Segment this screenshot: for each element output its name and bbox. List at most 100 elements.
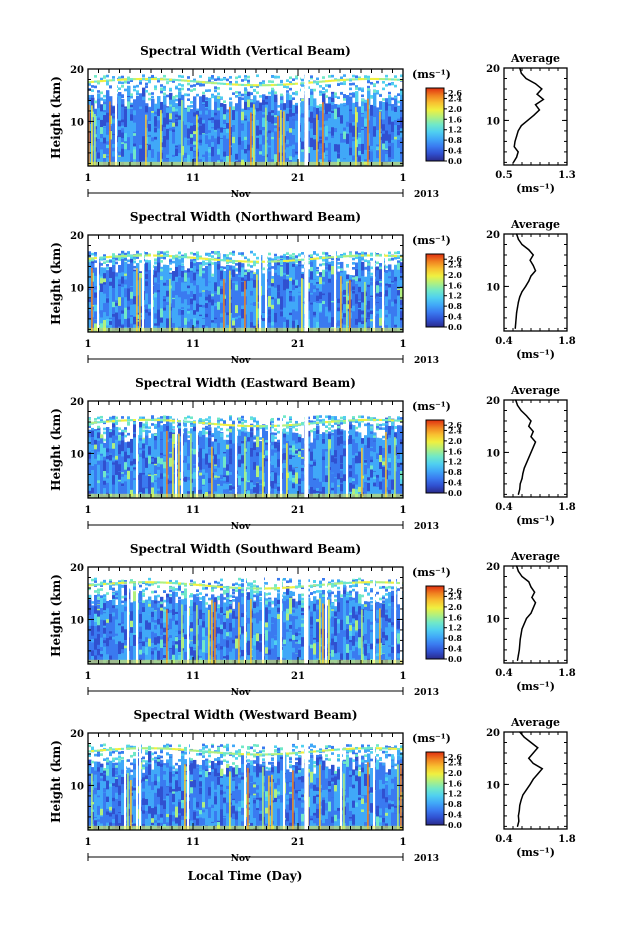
heatmap-cell <box>271 89 275 99</box>
heatmap-cell <box>274 256 277 260</box>
heatmap-streak <box>280 110 282 166</box>
heatmap-cell <box>127 419 131 422</box>
heatmap-cell <box>229 97 232 101</box>
heatmap-cell <box>280 100 283 103</box>
heatmap-cell <box>355 87 358 90</box>
heatmap-cell <box>238 261 242 273</box>
heatmap-cell <box>367 451 371 461</box>
heatmap-cell <box>379 423 382 427</box>
heatmap-cell <box>319 136 323 139</box>
heatmap-cell <box>112 119 116 126</box>
heatmap-cell <box>322 310 326 321</box>
heatmap-cell <box>214 319 218 324</box>
colorbar-tick-label: 2.6 <box>448 88 462 98</box>
heatmap-cell <box>214 119 218 124</box>
heatmap-cell <box>343 252 346 256</box>
heatmap-cell <box>214 78 217 82</box>
heatmap-cell <box>322 421 326 424</box>
heatmap-cell <box>190 256 194 259</box>
heatmap-cell <box>103 447 107 457</box>
heatmap-streak <box>172 441 174 498</box>
heatmap-cell <box>172 307 176 316</box>
heatmap-cell <box>223 421 226 424</box>
average-point <box>519 67 521 69</box>
heatmap-cell <box>388 254 392 257</box>
heatmap-cell <box>337 79 341 82</box>
heatmap-cell <box>133 256 136 259</box>
heatmap-cell <box>370 266 373 270</box>
heatmap-cell <box>319 154 323 162</box>
average-x-tick-label: 1.8 <box>558 336 575 347</box>
heatmap-cell <box>313 428 316 431</box>
heatmap-cell <box>163 74 166 78</box>
heatmap-cell <box>103 267 107 332</box>
heatmap-cell <box>202 449 206 459</box>
heatmap-cell <box>226 139 230 149</box>
heatmap-cell <box>250 459 254 463</box>
heatmap-cell <box>109 85 112 88</box>
heatmap-cell <box>91 263 95 269</box>
heatmap-cell <box>187 154 191 163</box>
heatmap-cell <box>310 266 314 272</box>
heatmap-cell <box>157 290 161 293</box>
heatmap-cell <box>241 309 245 319</box>
average-point <box>521 291 523 293</box>
heatmap-cell <box>187 420 191 423</box>
heatmap-cell <box>154 313 158 319</box>
heatmap-cell <box>322 456 326 461</box>
heatmap-cell <box>151 464 155 473</box>
heatmap-cell <box>244 98 248 102</box>
heatmap-cell <box>313 152 317 156</box>
average-point <box>513 146 515 148</box>
heatmap-cell <box>220 474 224 480</box>
heatmap-cell <box>166 107 170 113</box>
heatmap-cell <box>103 282 107 294</box>
heatmap-cell <box>367 312 371 318</box>
heatmap-cell <box>121 276 125 284</box>
heatmap-cell <box>334 465 338 477</box>
heatmap-cell <box>193 80 197 83</box>
heatmap-cell <box>388 105 392 117</box>
heatmap-cell <box>226 423 230 427</box>
heatmap-cell <box>361 257 364 261</box>
heatmap-cell <box>385 254 389 257</box>
heatmap-cell <box>310 294 314 301</box>
heatmap-cell <box>289 97 293 109</box>
heatmap-cell <box>172 113 176 125</box>
heatmap-cell <box>313 139 317 151</box>
heatmap-cell <box>91 97 95 109</box>
heatmap-cell <box>352 267 355 270</box>
heatmap-cell <box>112 147 116 152</box>
heatmap-cell <box>187 139 191 146</box>
heatmap-cell <box>238 260 242 263</box>
heatmap-cell <box>157 99 161 109</box>
heatmap-cell <box>163 85 166 89</box>
heatmap-cell <box>223 255 226 259</box>
heatmap-cell <box>106 318 110 330</box>
heatmap-cell <box>199 257 203 260</box>
heatmap-cell <box>319 147 323 155</box>
heatmap-cell <box>394 78 398 81</box>
heatmap-cell <box>355 294 359 304</box>
heatmap-cell <box>169 107 173 118</box>
heatmap-cell <box>181 84 184 87</box>
heatmap-cell <box>355 276 359 281</box>
heatmap-cell <box>256 483 260 495</box>
heatmap-cell <box>244 269 247 273</box>
heatmap-cell <box>352 125 356 137</box>
heatmap-cell <box>388 419 392 422</box>
heatmap-cell <box>127 78 131 81</box>
heatmap-cell <box>229 83 233 86</box>
heatmap-cell <box>217 314 221 325</box>
heatmap-cell <box>208 99 212 166</box>
average-y-tick-label: 10 <box>486 116 500 127</box>
heatmap-cell <box>277 265 281 275</box>
heatmap-cell <box>331 429 334 433</box>
heatmap-cell <box>205 100 209 107</box>
heatmap-cell <box>178 74 181 78</box>
heatmap-cell <box>289 277 293 281</box>
heatmap-cell <box>175 108 179 112</box>
heatmap-cell <box>382 435 385 439</box>
heatmap-cell <box>328 263 332 271</box>
heatmap-cell <box>187 435 190 438</box>
